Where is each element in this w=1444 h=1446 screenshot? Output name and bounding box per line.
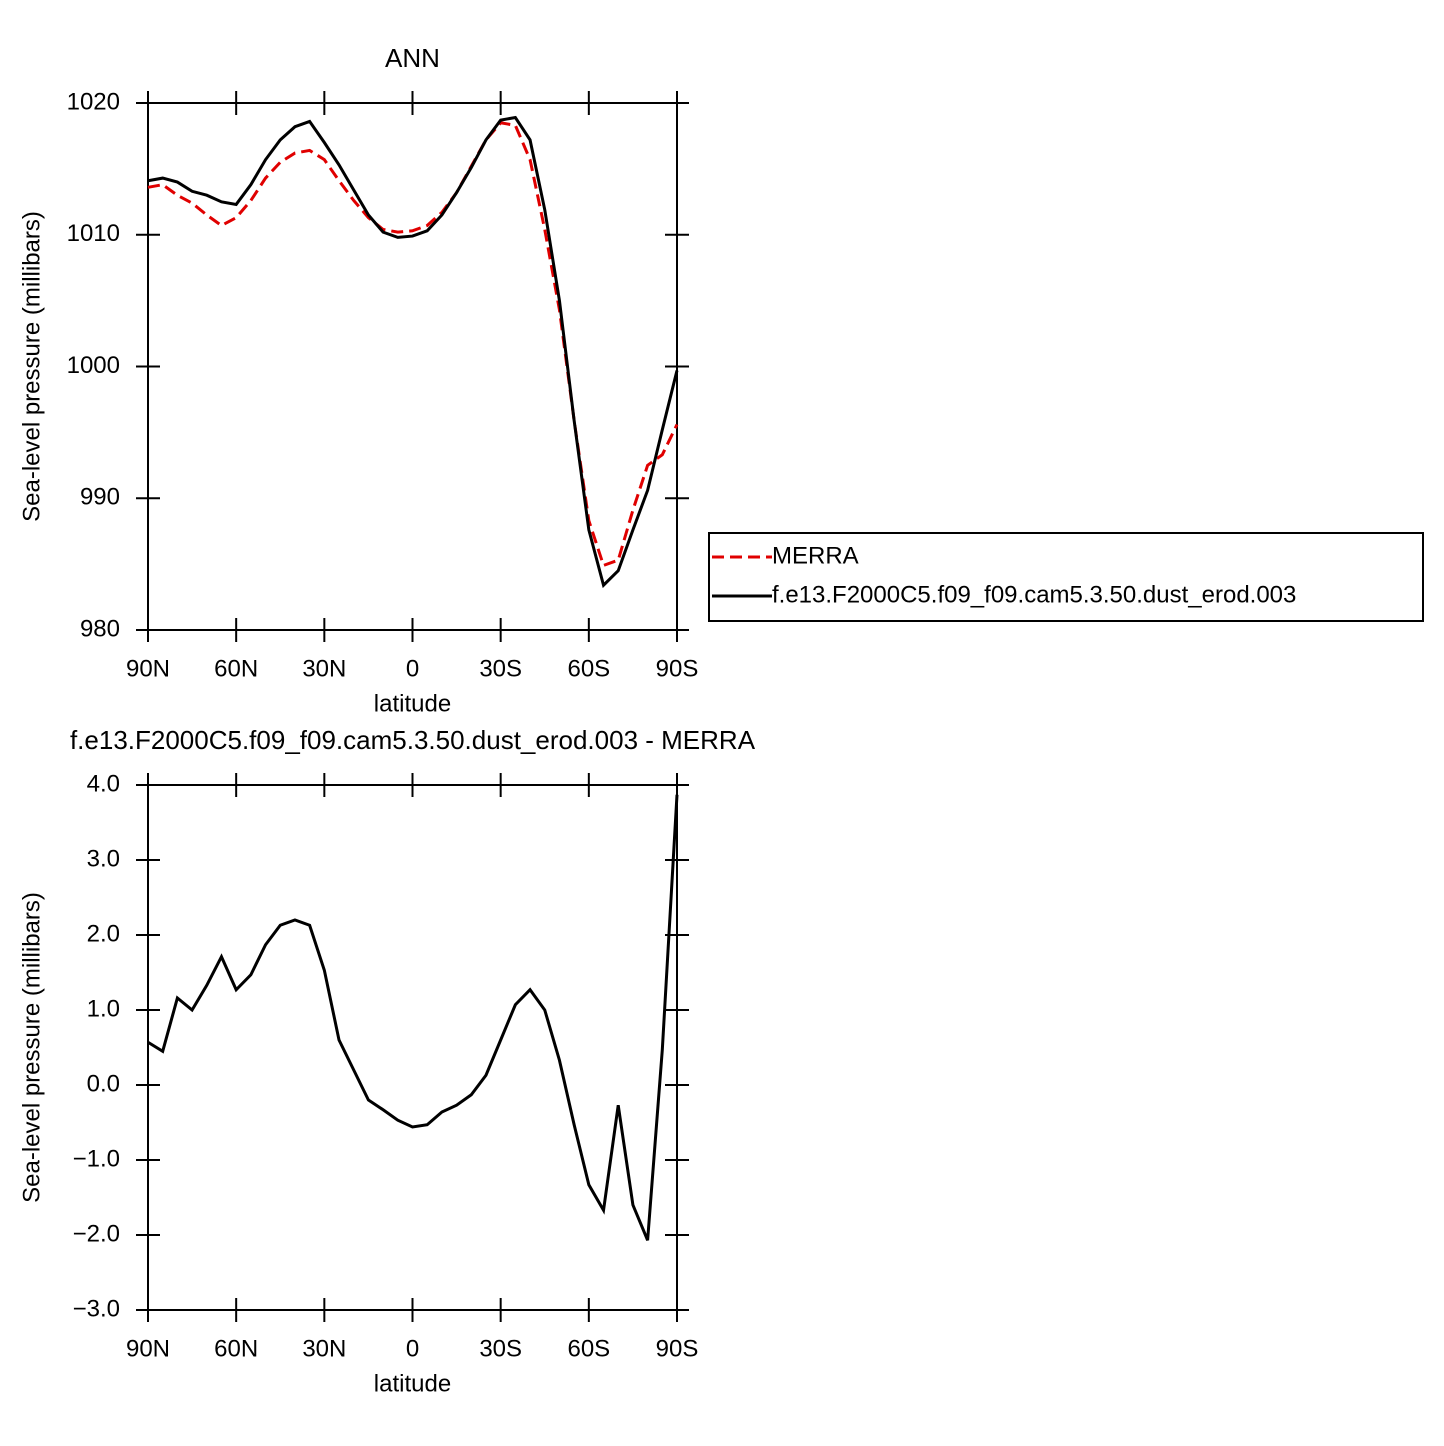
data-line — [147, 794, 679, 1241]
legend-label: MERRA — [772, 542, 859, 569]
y-tick-label: 1010 — [67, 220, 120, 247]
plot-frame — [147, 102, 678, 631]
x-tick-label: 60S — [567, 1335, 610, 1362]
x-tick-label: 60N — [214, 1335, 258, 1362]
chart-title: f.e13.F2000C5.f09_f09.cam5.3.50.dust_ero… — [70, 725, 756, 755]
y-tick-label: 1000 — [67, 352, 120, 379]
x-tick-label: 60S — [567, 655, 610, 682]
x-tick-label: 30N — [302, 655, 346, 682]
y-tick-label: −1.0 — [73, 1145, 120, 1172]
legend-box — [708, 532, 1424, 622]
y-tick-label: 1.0 — [87, 995, 120, 1022]
x-tick-label: 90S — [656, 1335, 699, 1362]
y-tick-label: 4.0 — [87, 770, 120, 797]
plot-frame — [147, 784, 678, 1311]
y-tick-label: 0.0 — [87, 1070, 120, 1097]
y-tick-label: 2.0 — [87, 920, 120, 947]
y-tick-label: 990 — [80, 484, 120, 511]
x-tick-label: 90N — [126, 655, 170, 682]
x-tick-label: 90N — [126, 1335, 170, 1362]
data-line — [147, 115, 679, 589]
x-tick-label: 30S — [479, 655, 522, 682]
y-tick-label: −2.0 — [73, 1220, 120, 1247]
data-line — [147, 121, 679, 568]
y-tick-label: 1020 — [67, 88, 120, 115]
y-tick-label: 980 — [80, 615, 120, 642]
y-axis-label: Sea-level pressure (millibars) — [18, 892, 45, 1203]
x-tick-label: 0 — [406, 1335, 419, 1362]
x-axis-label: latitude — [374, 690, 451, 717]
x-tick-label: 30S — [479, 1335, 522, 1362]
y-tick-label: −3.0 — [73, 1295, 120, 1322]
y-axis-label: Sea-level pressure (millibars) — [18, 211, 45, 522]
x-tick-label: 30N — [302, 1335, 346, 1362]
chart-title: ANN — [385, 43, 440, 73]
x-tick-label: 0 — [406, 655, 419, 682]
x-axis-label: latitude — [374, 1370, 451, 1397]
legend-label: f.e13.F2000C5.f09_f09.cam5.3.50.dust_ero… — [772, 581, 1296, 608]
x-tick-label: 60N — [214, 655, 258, 682]
x-tick-label: 90S — [656, 655, 699, 682]
y-tick-label: 3.0 — [87, 845, 120, 872]
